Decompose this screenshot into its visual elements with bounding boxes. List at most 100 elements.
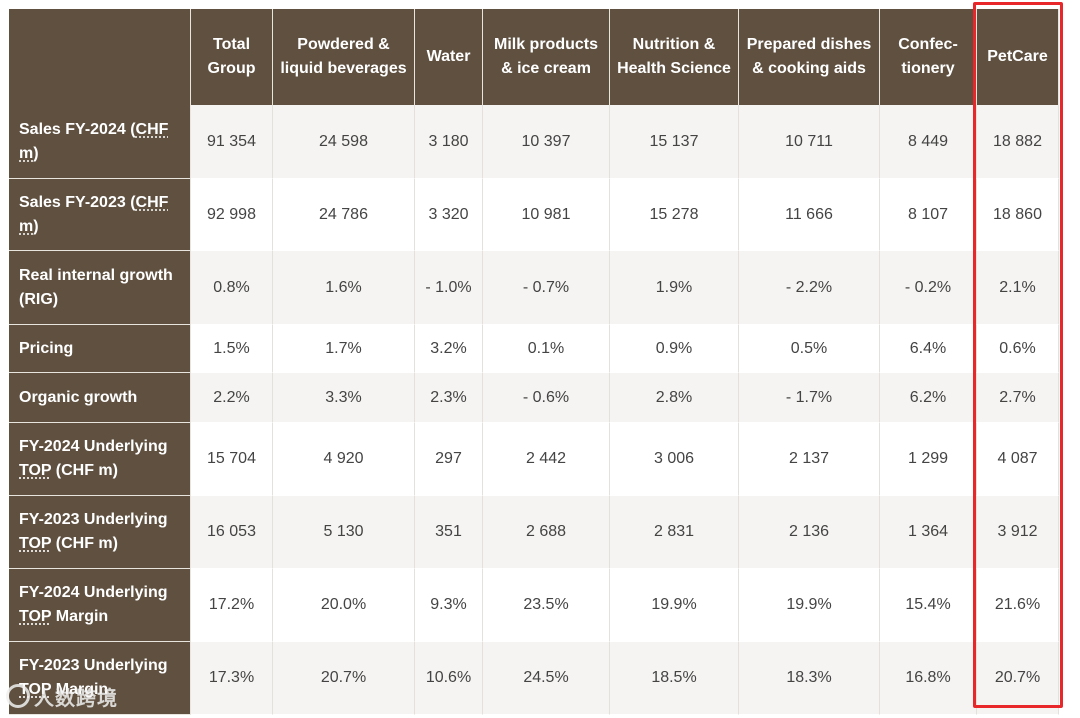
table-cell: 2 136 [739,496,880,569]
table-cell: 18.3% [739,642,880,715]
table-row: FY-2024 Underlying TOP Margin 17.2% 20.0% 9… [9,569,1059,642]
table-cell: 17.3% [191,642,273,715]
table-cell: 2.3% [415,373,483,423]
table-row: Sales FY-2023 (CHF m) 92 998 24 786 3 320 10… [9,179,1059,251]
row-label-text: FY-2024 Underlying [19,584,168,601]
watermark-text: 人数跨境 [34,686,118,710]
table-cell: 8 449 [880,105,977,179]
table-cell: 0.1% [483,325,610,373]
table-cell: 1.7% [273,325,415,373]
table-cell: 1.9% [610,251,739,325]
column-header: Milk products & ice cream [483,9,610,105]
table-cell: 15.4% [880,569,977,642]
table-cell: 20.0% [273,569,415,642]
table-cell: 18 882 [977,105,1059,179]
table-cell: 2 831 [610,496,739,569]
table-cell: 1.6% [273,251,415,325]
table-cell: 10 981 [483,179,610,251]
row-label-suffix: (CHF m) [51,462,118,479]
table-cell: 3.3% [273,373,415,423]
table-cell: - 0.7% [483,251,610,325]
table-cell: - 1.0% [415,251,483,325]
table-cell: 15 137 [610,105,739,179]
table-cell: 0.9% [610,325,739,373]
row-label: FY-2023 Underlying TOP (CHF m) [9,496,191,569]
table-cell: 3 320 [415,179,483,251]
table-cell: 24.5% [483,642,610,715]
table-cell: 2.8% [610,373,739,423]
table-cell: 351 [415,496,483,569]
column-header: Powdered & liquid beverages [273,9,415,105]
row-label-text: FY-2024 Underlying [19,438,168,455]
table-row: Sales FY-2024 (CHF m) 91 354 24 598 3 180 10… [9,105,1059,179]
table-cell: 5 130 [273,496,415,569]
table-cell: 6.4% [880,325,977,373]
column-header: Nutrition & Health Science [610,9,739,105]
table-cell: 20.7% [273,642,415,715]
row-label-suffix: ) [33,217,39,235]
table-cell: 3 006 [610,423,739,496]
header-corner [9,9,191,105]
table-cell: 0.6% [977,325,1059,373]
table-row: FY-2023 Underlying TOP (CHF m) 16 053 5 13… [9,496,1059,569]
row-label: Sales FY-2024 (CHF m) [9,105,191,179]
table-cell: 18 860 [977,179,1059,251]
table-cell: 2 442 [483,423,610,496]
table-cell: 3.2% [415,325,483,373]
table-row: FY-2023 Underlying TOP Margin 17.3% 20.7% 1… [9,642,1059,715]
row-label-abbreviation: TOP [19,608,52,625]
row-label: Real internal growth (RIG) [9,251,191,325]
watermark-logo-icon [6,684,30,708]
row-label-abbreviation: TOP [19,462,52,479]
table-cell: 24 598 [273,105,415,179]
table-cell: 17.2% [191,569,273,642]
table-row: FY-2024 Underlying TOP (CHF m) 15 704 4 92… [9,423,1059,496]
table-cell: 19.9% [610,569,739,642]
table-container: Total Group Powdered & liquid beverages … [9,9,1059,715]
table-cell: 2.2% [191,373,273,423]
table-cell: 21.6% [977,569,1059,642]
segment-table: Total Group Powdered & liquid beverages … [9,9,1059,715]
row-label-text: Sales FY-2024 ( [19,120,136,138]
table-cell: 11 666 [739,179,880,251]
row-label: Pricing [9,325,191,373]
table-cell: 1 364 [880,496,977,569]
table-cell: 92 998 [191,179,273,251]
row-label-text: Real internal growth (RIG) [19,266,173,308]
row-label-abbreviation: CHF m [19,193,169,235]
table-cell: 16.8% [880,642,977,715]
column-header-petcare: PetCare [977,9,1059,105]
table-cell: 24 786 [273,179,415,251]
table-cell: 18.5% [610,642,739,715]
table-cell: - 0.6% [483,373,610,423]
row-label-suffix: Margin [51,681,109,698]
table-cell: 4 920 [273,423,415,496]
table-cell: 2.1% [977,251,1059,325]
table-cell: 0.8% [191,251,273,325]
table-cell: 20.7% [977,642,1059,715]
row-label: Organic growth [9,373,191,423]
table-cell: 3 180 [415,105,483,179]
table-cell: 2.7% [977,373,1059,423]
table-cell: 10 711 [739,105,880,179]
table-cell: 297 [415,423,483,496]
table-cell: 15 278 [610,179,739,251]
table-cell: 2 137 [739,423,880,496]
table-cell: 16 053 [191,496,273,569]
row-label-text: Organic growth [19,388,138,406]
table-cell: 10.6% [415,642,483,715]
table-cell: 9.3% [415,569,483,642]
table-cell: - 0.2% [880,251,977,325]
table-cell: 4 087 [977,423,1059,496]
row-label-abbreviation: TOP [19,535,52,552]
table-cell: 15 704 [191,423,273,496]
column-header: Prepared dishes & cooking aids [739,9,880,105]
column-header: Water [415,9,483,105]
header-row: Total Group Powdered & liquid beverages … [9,9,1059,105]
row-label: FY-2024 Underlying TOP (CHF m) [9,423,191,496]
row-label-suffix: (CHF m) [51,535,118,552]
table-cell: 19.9% [739,569,880,642]
table-row: Pricing 1.5% 1.7% 3.2% 0.1% 0.9% 0.5% 6.4% 0.6% [9,325,1059,373]
table-cell: 23.5% [483,569,610,642]
watermark: 人数跨境 [6,682,118,711]
